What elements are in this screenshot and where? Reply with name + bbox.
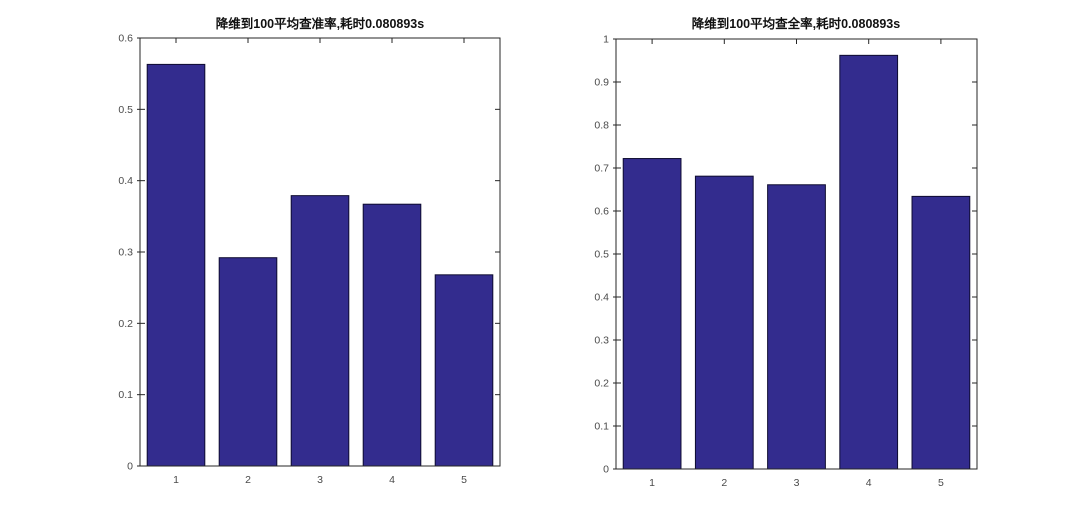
bar-category-2 (218, 257, 278, 467)
x-tick-label: 3 (317, 474, 323, 486)
y-tick-label: 0.9 (594, 77, 609, 89)
x-tick-label: 2 (721, 477, 727, 489)
bar-category-4 (362, 203, 422, 467)
chart-title: 降维到100平均查准率,耗时0.080893s (216, 16, 424, 31)
y-tick-label: 0.3 (594, 335, 609, 347)
bar-category-1 (622, 158, 682, 470)
bar-category-4 (839, 54, 899, 470)
x-tick-label: 2 (245, 474, 251, 486)
x-tick-label: 1 (649, 477, 655, 489)
y-tick-label: 0.6 (118, 33, 133, 45)
x-tick-label: 4 (866, 477, 872, 489)
y-tick-label: 0.5 (594, 249, 609, 261)
x-tick-label: 3 (794, 477, 800, 489)
axes-box (615, 38, 978, 470)
x-tick-label: 4 (389, 474, 395, 486)
x-tick-label: 1 (173, 474, 179, 486)
y-tick-label: 0.2 (594, 378, 609, 390)
recall-bar-chart: 降维到100平均查全率,耗时0.080893s 0 0.1 0.2 0.3 0.4 0.5… (594, 16, 978, 489)
bar-category-5 (911, 195, 971, 470)
bar-category-1 (146, 63, 206, 467)
bar-category-3 (290, 195, 350, 467)
y-tick-label: 0.7 (594, 163, 609, 175)
bar-category-3 (767, 184, 826, 470)
axes-box (139, 37, 501, 467)
y-tick-label: 0.2 (118, 318, 133, 330)
bar-category-5 (434, 274, 494, 467)
y-tick-label: 0.6 (594, 206, 609, 218)
y-tick-label: 0 (603, 464, 609, 476)
y-tick-label: 0.3 (118, 247, 133, 259)
y-tick-label: 0 (127, 461, 133, 473)
x-tick-label: 5 (938, 477, 944, 489)
y-tick-label: 0.4 (594, 292, 609, 304)
y-tick-label: 0.8 (594, 120, 609, 132)
y-tick-label: 0.1 (594, 421, 609, 433)
y-tick-label: 0.4 (118, 175, 133, 187)
y-tick-label: 1 (603, 34, 609, 46)
precision-bar-chart: 降维到100平均查准率,耗时0.080893s 0 0.1 0.2 0.3 0.4 0.5… (118, 16, 501, 486)
x-tick-label: 5 (461, 474, 467, 486)
chart-title: 降维到100平均查全率,耗时0.080893s (692, 16, 900, 31)
y-tick-label: 0.5 (118, 104, 133, 116)
y-tick-label: 0.1 (118, 389, 133, 401)
bar-category-2 (694, 175, 754, 470)
